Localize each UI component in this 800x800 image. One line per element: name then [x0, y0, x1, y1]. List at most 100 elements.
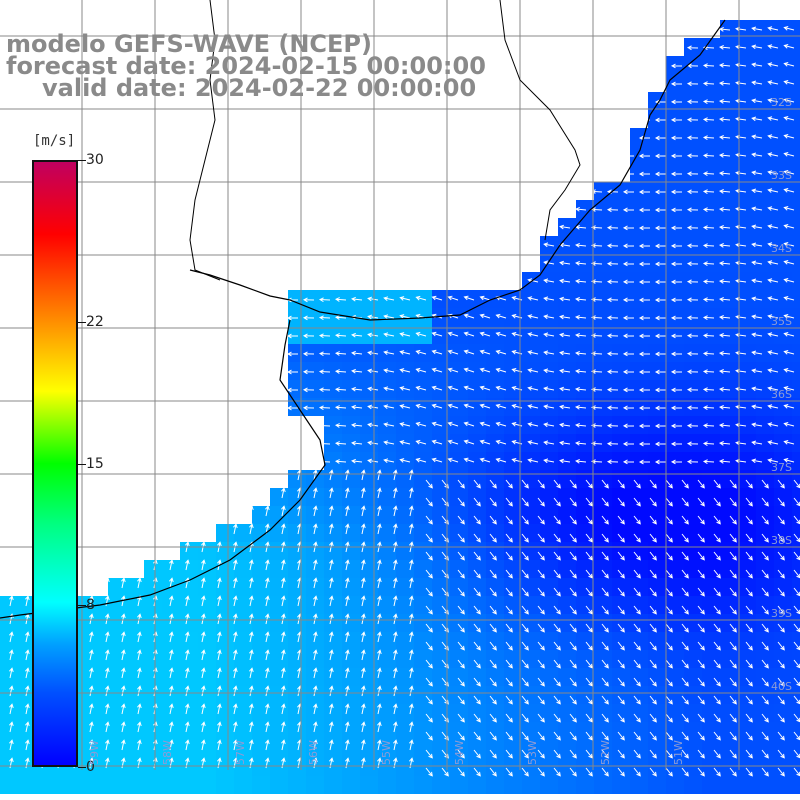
wind-arrow	[249, 649, 254, 661]
wind-arrow	[719, 171, 731, 176]
wind-cell	[522, 596, 540, 614]
wind-cell	[774, 290, 792, 308]
wind-arrow	[249, 721, 254, 733]
wind-cell	[738, 182, 756, 200]
wind-arrow	[729, 695, 737, 705]
latitude-label: 39S	[771, 607, 792, 620]
wind-arrow	[367, 386, 379, 392]
wind-cell	[540, 776, 558, 794]
wind-cell	[432, 758, 450, 776]
wind-arrow	[415, 457, 427, 463]
wind-arrow	[665, 713, 673, 723]
wind-arrow	[622, 225, 635, 231]
wind-cell	[684, 416, 702, 434]
wind-arrow	[457, 569, 465, 579]
wind-arrow	[25, 649, 30, 661]
wind-cell	[792, 668, 800, 686]
wind-cell	[558, 254, 576, 272]
wind-arrow	[367, 350, 379, 356]
wind-cell	[774, 20, 792, 38]
wind-cell	[486, 398, 504, 416]
wind-arrow	[521, 767, 529, 777]
wind-cell	[720, 380, 738, 398]
wind-cell	[576, 236, 594, 254]
wind-arrow	[399, 350, 411, 355]
wind-arrow	[617, 605, 625, 615]
wind-cell	[342, 344, 360, 362]
wind-cell	[792, 488, 800, 506]
wind-cell	[342, 542, 360, 560]
wind-cell	[666, 308, 684, 326]
wind-arrow	[761, 677, 769, 687]
wind-arrow	[670, 207, 683, 213]
wind-cell	[594, 686, 612, 704]
wind-cell	[774, 560, 792, 578]
wind-arrow	[719, 333, 731, 338]
wind-arrow	[686, 45, 699, 51]
wind-cell	[270, 776, 288, 794]
wind-cell	[0, 614, 18, 632]
wind-cell	[738, 38, 756, 56]
wind-cell	[198, 776, 216, 794]
wind-cell	[666, 326, 684, 344]
wind-arrow	[415, 421, 427, 427]
wind-cell	[702, 254, 720, 272]
wind-cell	[342, 686, 360, 704]
wind-cell	[630, 560, 648, 578]
wind-cell	[648, 758, 666, 776]
wind-cell	[576, 560, 594, 578]
wind-arrow	[457, 587, 465, 597]
wind-arrow	[281, 559, 286, 571]
wind-cell	[684, 290, 702, 308]
wind-cell	[486, 524, 504, 542]
wind-cell	[702, 290, 720, 308]
wind-arrow	[473, 497, 481, 507]
wind-cell	[0, 650, 18, 668]
wind-arrow	[638, 189, 651, 195]
wind-arrow	[745, 623, 753, 633]
wind-arrow	[137, 667, 142, 679]
wind-arrow	[489, 479, 497, 489]
wind-arrow	[527, 440, 539, 445]
wind-arrow	[201, 595, 206, 607]
wind-arrow	[729, 767, 737, 777]
wind-arrow	[633, 605, 641, 615]
wind-arrow	[767, 242, 779, 247]
lagoon-border	[499, 0, 581, 241]
wind-cell	[648, 668, 666, 686]
wind-arrow	[590, 207, 603, 212]
wind-cell	[576, 272, 594, 290]
wind-arrow	[495, 367, 507, 373]
wind-arrow	[638, 153, 651, 159]
wind-cell	[702, 362, 720, 380]
wind-cell	[666, 722, 684, 740]
wind-cell	[702, 596, 720, 614]
wind-arrow	[638, 261, 651, 267]
wind-cell	[792, 632, 800, 650]
wind-arrow	[415, 367, 427, 373]
wind-cell	[648, 740, 666, 758]
wind-cell	[342, 524, 360, 542]
wind-arrow	[670, 279, 683, 285]
wind-arrow	[767, 206, 779, 211]
wind-arrow	[345, 595, 350, 607]
wind-arrow	[697, 731, 705, 741]
wind-cell	[630, 686, 648, 704]
wind-arrow	[686, 459, 699, 465]
wind-arrow	[713, 587, 721, 597]
wind-arrow	[361, 613, 366, 625]
wind-arrow	[249, 685, 254, 697]
wind-arrow	[654, 351, 667, 357]
wind-cell	[612, 524, 630, 542]
wind-arrow	[745, 713, 753, 723]
wind-cell	[612, 434, 630, 452]
wind-cell	[648, 488, 666, 506]
wind-cell	[432, 578, 450, 596]
wind-arrow	[719, 225, 731, 230]
wind-cell	[36, 776, 54, 794]
wind-cell	[540, 524, 558, 542]
wind-cell	[414, 506, 432, 524]
wind-cell	[774, 596, 792, 614]
wind-arrow	[537, 731, 545, 741]
